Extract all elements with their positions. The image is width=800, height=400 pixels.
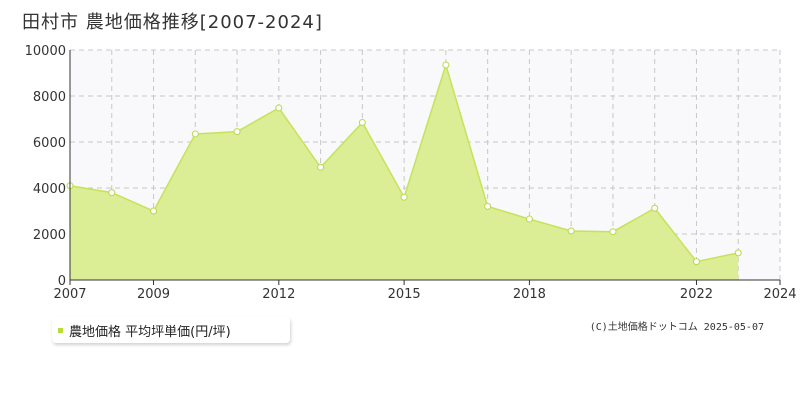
data-point bbox=[358, 118, 366, 126]
x-tick-label: 2007 bbox=[53, 287, 86, 302]
x-tick-label: 2012 bbox=[262, 287, 295, 302]
y-tick-label: 10000 bbox=[25, 44, 66, 59]
legend-swatch bbox=[58, 327, 63, 333]
data-point bbox=[191, 130, 199, 138]
credit-text: (C)土地価格ドットコム 2025-05-07 bbox=[589, 322, 764, 333]
data-point bbox=[734, 249, 742, 257]
data-point bbox=[233, 128, 241, 136]
x-tick-label: 2009 bbox=[137, 287, 170, 302]
data-point bbox=[275, 104, 283, 112]
x-tick-label: 2018 bbox=[513, 287, 546, 302]
y-tick-label: 6000 bbox=[33, 136, 66, 151]
y-tick-label: 8000 bbox=[33, 90, 66, 105]
data-point bbox=[317, 163, 325, 171]
x-tick-label: 2022 bbox=[680, 287, 713, 302]
legend: 農地価格 平均坪単価(円/坪) bbox=[52, 317, 290, 343]
data-point bbox=[150, 207, 158, 215]
data-point bbox=[484, 202, 492, 210]
data-point bbox=[609, 228, 617, 236]
y-tick-label: 0 bbox=[58, 274, 66, 289]
series-area bbox=[70, 64, 739, 280]
data-point bbox=[567, 227, 575, 235]
chart-title: 田村市 農地価格推移[2007-2024] bbox=[22, 12, 323, 33]
data-point bbox=[442, 61, 450, 69]
x-tick-label: 2024 bbox=[763, 287, 796, 302]
data-point bbox=[400, 193, 408, 201]
y-tick-label: 4000 bbox=[33, 182, 66, 197]
data-point bbox=[108, 189, 116, 197]
data-point bbox=[525, 215, 533, 223]
x-tick-label: 2015 bbox=[388, 287, 421, 302]
data-point bbox=[692, 258, 700, 266]
y-tick-label: 2000 bbox=[33, 228, 66, 243]
legend-label: 農地価格 平均坪単価(円/坪) bbox=[69, 324, 231, 340]
data-point bbox=[651, 204, 659, 212]
